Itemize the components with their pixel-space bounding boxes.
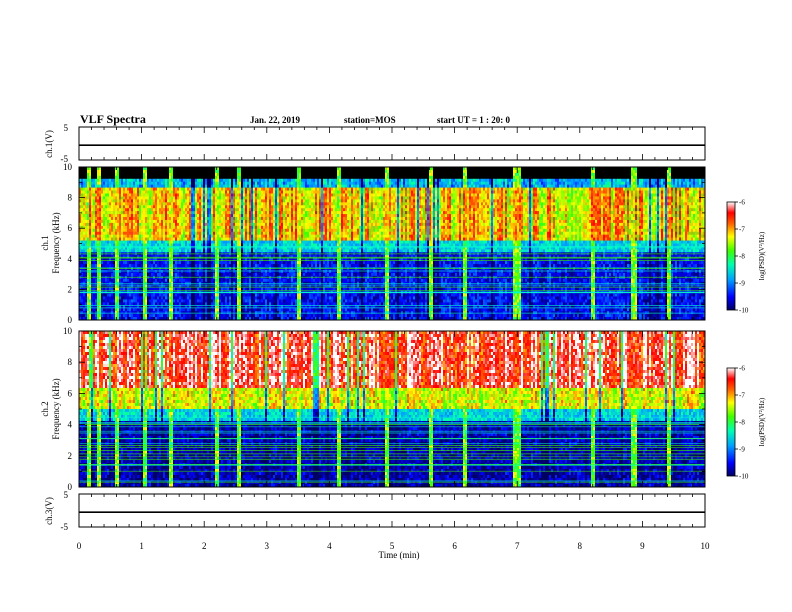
y-tick-label: 2	[68, 451, 73, 461]
ch2-channel-label: ch.2	[40, 401, 50, 416]
y-tick-label: 6	[68, 388, 73, 398]
start-ut-label: start UT = 1 : 20: 0	[437, 115, 510, 125]
ch1-colorbar-label: log(PSD)(V²/Hz)	[758, 231, 766, 280]
colorbar-tick-label: -6	[739, 365, 745, 373]
ch1-colorbar-ticks: -6 -7 -8 -9 -10	[735, 199, 749, 315]
y-tick-label: 10	[63, 162, 73, 172]
y-tick-label: 6	[68, 223, 73, 233]
ch1-voltage-ylabel: ch.1(V)	[44, 130, 54, 158]
colorbar-tick-label: -10	[739, 307, 749, 315]
x-tick-label: 10	[701, 541, 711, 551]
y-tick-label: 4	[68, 254, 73, 264]
colorbar-tick-label: -8	[739, 253, 745, 261]
vlf-spectra-figure: VLF Spectra Jan. 22, 2019 station=MOS st…	[0, 0, 792, 612]
ch2-colorbar-ticks: -6 -7 -8 -9 -10	[735, 365, 749, 481]
ch1-channel-label: ch.1	[40, 235, 50, 250]
y-tick-label: 2	[68, 284, 73, 294]
ch2-colorbar	[727, 368, 735, 476]
ch3-voltage-panel: 5 -5 ch.3(V)	[44, 490, 705, 532]
colorbar-tick-label: -10	[739, 473, 749, 481]
y-tick-label: 4	[68, 420, 73, 430]
y-tick-label: 0	[68, 482, 73, 492]
colorbar-tick-label: -9	[739, 280, 745, 288]
ch2-colorbar-label: log(PSD)(V²/Hz)	[758, 397, 766, 446]
ch3-ytick-bottom: -5	[61, 522, 69, 532]
x-tick-label: 3	[265, 541, 270, 551]
x-tick-label: 2	[202, 541, 207, 551]
ch1-spectrogram-image	[79, 167, 705, 320]
colorbar-tick-label: -6	[739, 199, 745, 207]
ch1-spectrogram-panel: 0 2 4 6 8 10 ch.1 Frequency (kHz) -6 -7 -8 -9 -10…	[40, 162, 766, 325]
ch2-spectrogram-image	[79, 331, 705, 487]
x-tick-label: 4	[327, 541, 332, 551]
ch2-freq-ylabel: Frequency (kHz)	[51, 378, 61, 439]
x-tick-label: 6	[452, 541, 457, 551]
colorbar-tick-label: -7	[739, 392, 745, 400]
y-tick-label: 8	[68, 193, 73, 203]
ch1-voltage-panel: 5 -5 ch.1(V)	[44, 123, 705, 164]
x-tick-label: 8	[578, 541, 583, 551]
y-tick-label: 8	[68, 357, 73, 367]
date-label: Jan. 22, 2019	[250, 115, 301, 125]
ch1-colorbar	[727, 202, 735, 310]
time-axis-label: Time (min)	[379, 550, 420, 560]
ch2-spectrogram-panel: 0 2 4 6 8 10 ch.2 Frequency (kHz) -6 -7 -8 -9 -10…	[40, 326, 766, 492]
y-tick-label: 10	[63, 326, 73, 336]
y-tick-label: 0	[68, 315, 73, 325]
ch1-ytick-top: 5	[64, 123, 69, 133]
ch3-ytick-top: 5	[64, 490, 69, 500]
colorbar-tick-label: -9	[739, 446, 745, 454]
figure-title: VLF Spectra	[80, 112, 146, 126]
ch3-voltage-ylabel: ch.3(V)	[44, 497, 54, 525]
ch1-freq-ylabel: Frequency (kHz)	[51, 212, 61, 273]
x-tick-label: 0	[77, 541, 82, 551]
station-label: station=MOS	[344, 115, 396, 125]
x-tick-label: 9	[640, 541, 645, 551]
x-tick-label: 1	[139, 541, 144, 551]
colorbar-tick-label: -8	[739, 419, 745, 427]
colorbar-tick-label: -7	[739, 226, 745, 234]
x-tick-label: 7	[515, 541, 520, 551]
